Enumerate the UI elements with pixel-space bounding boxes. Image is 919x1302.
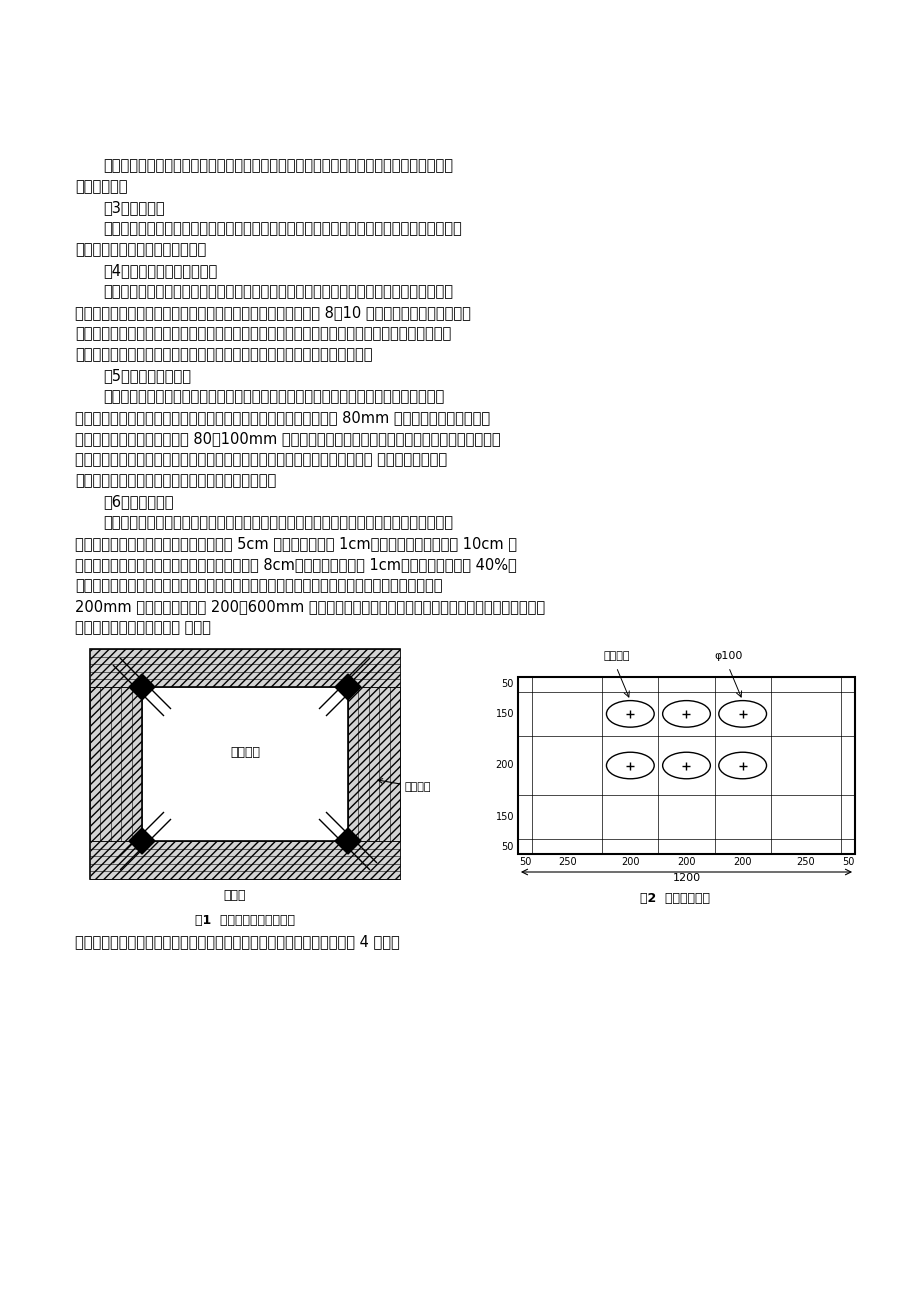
Text: φ100: φ100: [714, 651, 742, 661]
Bar: [517, 677, 854, 854]
Text: 板材横向粘贴，粘贴保温板按水平顺序错缝粘贴，门窗洞口采用整板切割粘贴。保温板宽度小于: 板材横向粘贴，粘贴保温板按水平顺序错缝粘贴，门窗洞口采用整板切割粘贴。保温板宽度…: [75, 578, 442, 592]
Text: 200: 200: [495, 760, 514, 771]
Text: 标准网布: 标准网布: [378, 779, 431, 792]
Text: 50: 50: [841, 857, 853, 867]
Text: 250: 250: [557, 857, 576, 867]
Text: 50: 50: [501, 680, 514, 689]
Polygon shape: [129, 828, 154, 854]
Text: 1200: 1200: [672, 874, 699, 883]
Text: 50: 50: [518, 857, 530, 867]
Text: 以控制聚苯板的垂直度和平整度。: 以控制聚苯板的垂直度和平整度。: [75, 242, 206, 256]
Text: 150: 150: [495, 812, 514, 822]
Text: 200: 200: [732, 857, 751, 867]
Ellipse shape: [606, 700, 653, 727]
Text: 150: 150: [495, 708, 514, 719]
Text: 法抖刷板面，抖刷中要求边框砂浆不小于 5cm 宽，厕度不小于 1cm，在砂浆框的下边框留 10cm 宽: 法抖刷板面，抖刷中要求边框砂浆不小于 5cm 宽，厕度不小于 1cm，在砂浆框的…: [75, 536, 516, 551]
Text: 排板时按水平排列，上下错缝粘贴，阴阳角处做错茛处理。具体做法如图 4 所示：: 排板时按水平排列，上下错缝粘贴，阴阳角处做错茛处理。具体做法如图 4 所示：: [75, 934, 400, 949]
Text: 在建筑外墙大角（阴角、阳角）及其他必要处挂垂直基准钙线，每个楼层适当位置挂水平线，: 在建筑外墙大角（阴角、阳角）及其他必要处挂垂直基准钙线，每个楼层适当位置挂水平线…: [103, 221, 461, 236]
Text: 粘贴保温板时采用框点法粘贴，并在板面涂刷保温板界面剂。首先用抖具将粘结砂浆按框点: 粘贴保温板时采用框点法粘贴，并在板面涂刷保温板界面剂。首先用抖具将粘结砂浆按框点: [103, 516, 452, 530]
Text: （6）粘贴聚苯板: （6）粘贴聚苯板: [103, 493, 174, 509]
Text: 聚苯板: 聚苯板: [223, 889, 246, 902]
Text: 等系统的尽端部位；变形缝等需要终止系统的部位。: 等系统的尽端部位；变形缝等需要终止系统的部位。: [75, 473, 276, 488]
Text: 无裸露部分，施工中确保没有埋入的网清洁干静。门窗洞口及突出的阳角部位 勒脚、阳台、雨篷: 无裸露部分，施工中确保没有埋入的网清洁干静。门窗洞口及突出的阳角部位 勒脚、阳台…: [75, 452, 447, 467]
Text: 粘接胶浆: 粘接胶浆: [602, 651, 629, 661]
Bar: [142, 687, 347, 841]
Text: 玻纤网格布。具体做法如图 所示：: 玻纤网格布。具体做法如图 所示：: [75, 620, 210, 635]
Ellipse shape: [606, 753, 653, 779]
Bar: [90, 841, 400, 879]
Text: 根据建筑立面设计和外墙外保温技术要求，在墙面弹出外门窗水平、垂直控制线及伸缩线、: 根据建筑立面设计和外墙外保温技术要求，在墙面弹出外门窗水平、垂直控制线及伸缩线、: [103, 158, 452, 173]
Text: 图1  门窗洞口网格布加强图: 图1 门窗洞口网格布加强图: [195, 914, 295, 927]
Text: 50: 50: [501, 841, 514, 852]
Polygon shape: [335, 828, 360, 854]
Text: 图2  聚苯板点粘法: 图2 聚苯板点粘法: [640, 892, 709, 905]
Bar: [347, 687, 400, 841]
Text: 200: 200: [676, 857, 695, 867]
Polygon shape: [335, 674, 360, 700]
Ellipse shape: [718, 700, 766, 727]
Text: 门窗洞口: 门窗洞口: [230, 746, 260, 759]
Text: （4）配制聚合物砂浆胶粘剂: （4）配制聚合物砂浆胶粘剂: [103, 263, 217, 279]
Text: 层上涂抖一层粘结剂，然后将 80～100mm 的加固丝网埋入，再在加固丝网上涂抖粘合剂，保证丝网: 层上涂抖一层粘结剂，然后将 80～100mm 的加固丝网埋入，再在加固丝网上涂抖…: [75, 431, 500, 447]
Bar: [90, 687, 142, 841]
Text: 200mm 不得使用，宽度在 200～600mm 之间的保温板应粘贴在墙体中间部位，门窗洞口四角附加耐碱: 200mm 不得使用，宽度在 200～600mm 之间的保温板应粘贴在墙体中间部…: [75, 599, 545, 615]
Ellipse shape: [718, 753, 766, 779]
Text: 200: 200: [620, 857, 639, 867]
Text: 处），都做网格布翻包处理。按所需尺寸切割翻包网格布，至少留出 80mm 的翻包重叠使用。先在基: 处），都做网格布翻包处理。按所需尺寸切割翻包网格布，至少留出 80mm 的翻包重…: [75, 410, 490, 424]
Bar: [90, 648, 400, 687]
Bar: [90, 648, 400, 879]
Text: （5）粘贴翻包网格布: （5）粘贴翻包网格布: [103, 368, 191, 383]
Text: 始的组合，才能更好发挥本系统的性能。配好的浆料应在两小时内用完，注意防晴遗风，以免水分: 始的组合，才能更好发挥本系统的性能。配好的浆料应在两小时内用完，注意防晴遗风，以…: [75, 326, 450, 341]
Text: 凡在外墙体粘贴的聚苯板侧面边外露处（如伸缩缝、建筑沉降缝、温度缝线两侧、门窗口: 凡在外墙体粘贴的聚苯板侧面边外露处（如伸缩缝、建筑沉降缝、温度缝线两侧、门窗口: [103, 389, 444, 404]
Text: 聚苯粘结剂、保温板抗裂抖面砂浆按产品使用说明书配合比配制。专人负责，严格计量，机: 聚苯粘结剂、保温板抗裂抖面砂浆按产品使用说明书配合比配制。专人负责，严格计量，机: [103, 284, 452, 299]
Ellipse shape: [662, 753, 709, 779]
Text: （3）挂基准线: （3）挂基准线: [103, 201, 165, 215]
Polygon shape: [129, 674, 154, 700]
Text: 械搅拌，确保搅拌均匀，要求无结块、粉团。搅好的浆料在静停 8～10 分钟，再搅拌，从而打破初: 械搅拌，确保搅拌均匀，要求无结块、粉团。搅好的浆料在静停 8～10 分钟，再搅拌…: [75, 305, 471, 320]
Text: 的排气口，使粘贴中排气，每一粘点直径不小于 8cm，抖制厕度不小于 1cm，粘结面积不小于 40%。: 的排气口，使粘贴中排气，每一粘点直径不小于 8cm，抖制厕度不小于 1cm，粘结…: [75, 557, 516, 572]
Text: 250: 250: [796, 857, 814, 867]
Text: 装饰缝线等。: 装饰缝线等。: [75, 178, 128, 194]
Text: 蕲发过快。一次配制量不易过多应在可操作时间内用完，禁止使用过时砂浆。: 蕲发过快。一次配制量不易过多应在可操作时间内用完，禁止使用过时砂浆。: [75, 348, 372, 362]
Ellipse shape: [662, 700, 709, 727]
